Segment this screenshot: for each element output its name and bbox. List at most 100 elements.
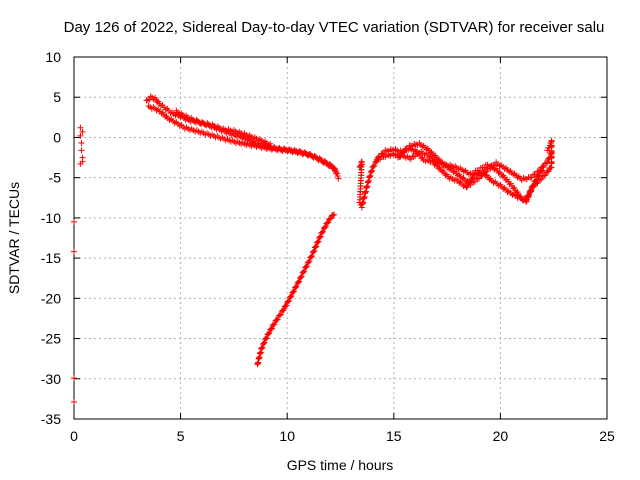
data-point (259, 344, 266, 351)
data-point (529, 182, 536, 189)
data-point (309, 249, 316, 256)
data-point (528, 186, 535, 193)
data-point (297, 274, 304, 281)
data-point (454, 172, 461, 179)
data-point (466, 180, 473, 187)
y-tick-label: 10 (45, 49, 61, 65)
data-point (285, 297, 292, 304)
data-point (314, 239, 321, 246)
data-point (291, 288, 298, 295)
data-point (78, 139, 85, 146)
x-tick-label: 0 (70, 428, 78, 444)
data-point (545, 168, 552, 175)
x-tick-label: 15 (386, 428, 402, 444)
data-point (145, 102, 152, 109)
data-point (333, 170, 340, 177)
data-point (162, 113, 169, 120)
data-point (325, 219, 332, 226)
data-point (539, 167, 546, 174)
data-point (308, 252, 315, 259)
data-point (514, 174, 521, 181)
data-point (463, 184, 470, 191)
data-point (71, 399, 77, 406)
data-point (290, 288, 297, 295)
data-point (78, 147, 85, 154)
data-point (505, 168, 512, 175)
data-point (287, 293, 294, 300)
series-afternoon-band-b (373, 137, 555, 205)
data-point (535, 173, 542, 180)
series-upper-band-b (145, 102, 340, 176)
data-point (300, 268, 307, 275)
data-point (321, 224, 328, 231)
data-point (311, 244, 318, 251)
data-point (301, 268, 308, 275)
grid-lines (74, 57, 607, 419)
data-point (500, 185, 507, 192)
data-point (460, 183, 467, 190)
data-point (71, 375, 77, 382)
data-point (528, 174, 535, 181)
data-point (298, 273, 305, 280)
data-point (536, 172, 543, 179)
data-point (532, 177, 539, 184)
data-point (533, 177, 540, 184)
data-point (270, 321, 277, 328)
data-point (367, 172, 374, 179)
data-point (368, 167, 375, 174)
x-tick-label: 10 (279, 428, 295, 444)
data-point (357, 162, 364, 169)
data-point (282, 303, 289, 310)
data-point (268, 325, 275, 332)
data-point (510, 171, 517, 178)
data-point (538, 176, 545, 183)
data-point (71, 218, 77, 225)
data-point (283, 302, 290, 309)
data-point (476, 175, 483, 182)
data-point (260, 341, 267, 348)
data-point (319, 229, 326, 236)
data-point (267, 326, 274, 333)
data-point (311, 247, 318, 254)
x-tick-label: 20 (493, 428, 509, 444)
data-point (276, 312, 283, 319)
data-point (365, 178, 372, 185)
data-point (333, 169, 340, 176)
data-point (295, 279, 302, 286)
data-point (296, 278, 303, 285)
data-point (263, 334, 270, 341)
series-afternoon-band-c (395, 145, 547, 204)
data-point (467, 179, 474, 186)
data-point (79, 128, 86, 135)
x-axis-title: GPS time / hours (287, 457, 394, 473)
y-axis-title: SDTVAR / TECUs (6, 182, 22, 294)
data-point (260, 340, 267, 347)
data-point (280, 306, 287, 313)
data-point (468, 175, 475, 182)
data-point (324, 220, 331, 227)
data-point (322, 223, 329, 230)
data-point (279, 307, 286, 314)
data-point (371, 162, 378, 169)
data-point (335, 175, 342, 182)
data-point (522, 197, 529, 204)
data-point (158, 110, 165, 117)
data-point (504, 188, 511, 195)
y-tick-label: -20 (41, 290, 61, 306)
data-point (77, 132, 84, 139)
data-marks (71, 93, 555, 406)
data-point (305, 259, 312, 266)
data-point (401, 149, 408, 156)
data-point (320, 228, 327, 235)
data-point (456, 179, 463, 186)
data-point (540, 164, 547, 171)
y-tick-label: -30 (41, 371, 61, 387)
data-point (538, 168, 545, 175)
data-point (501, 165, 508, 172)
x-tick-label: 5 (177, 428, 185, 444)
data-point (312, 243, 319, 250)
data-point (262, 335, 269, 342)
data-point (316, 234, 323, 241)
data-point (314, 239, 321, 246)
